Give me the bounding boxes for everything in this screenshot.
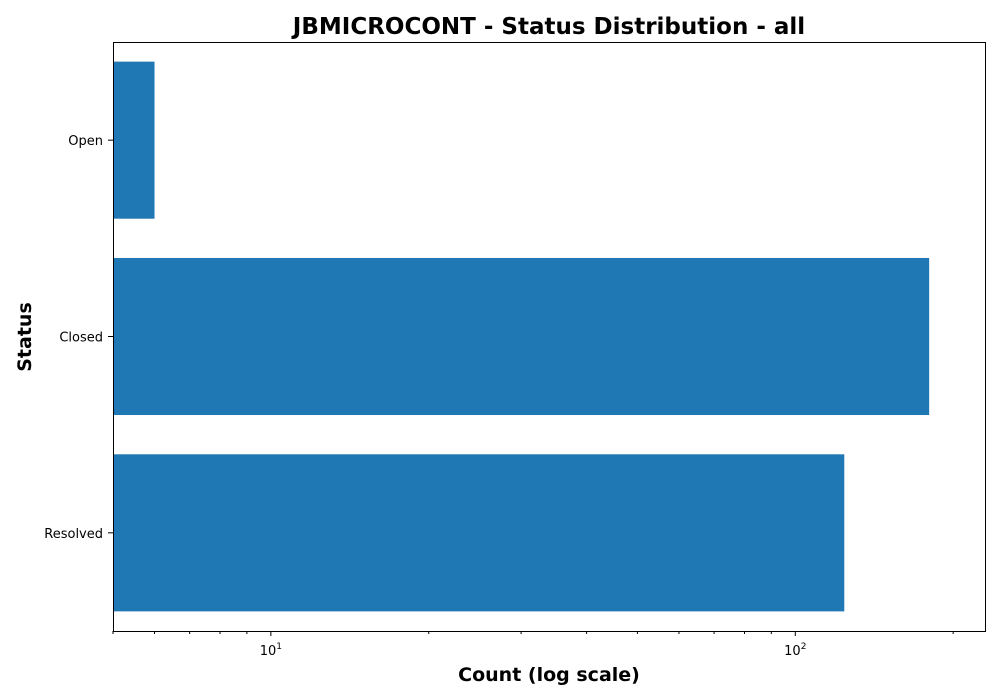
chart-title: JBMICROCONT - Status Distribution - all: [291, 14, 805, 40]
bar-resolved: [113, 454, 845, 612]
y-axis-label: Status: [14, 302, 36, 372]
x-tick-label: 102: [784, 642, 806, 659]
bar-open: [113, 61, 155, 219]
plot-frame: [113, 42, 986, 632]
y-ticks-group: Open Closed Resolved: [44, 134, 113, 542]
y-tick-label: Open: [68, 134, 103, 149]
x-ticks-group: 101 102: [112, 631, 954, 659]
y-tick-label: Resolved: [44, 527, 103, 542]
y-tick-label: Closed: [59, 331, 103, 346]
bar-closed: [113, 257, 930, 416]
x-tick-label: 101: [260, 642, 282, 659]
x-axis-label: Count (log scale): [458, 664, 640, 686]
bars-group: [113, 61, 930, 612]
